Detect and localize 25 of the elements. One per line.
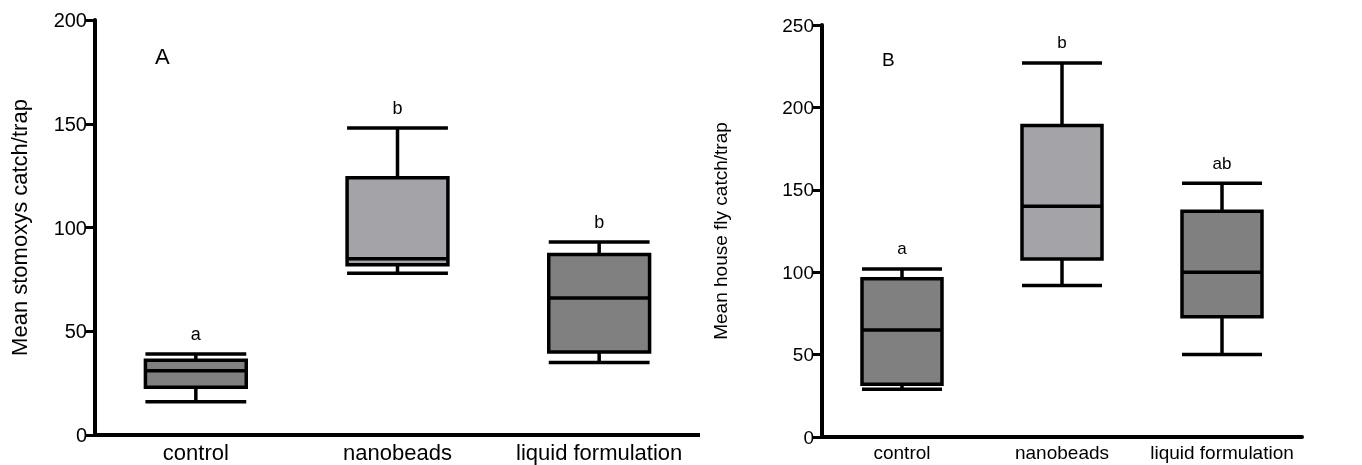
annotation: A (155, 43, 170, 69)
annotation: a (897, 239, 908, 259)
annotation: b (1057, 33, 1067, 53)
y-tick-label: 200 (53, 9, 87, 31)
annotation: B (882, 49, 895, 70)
y-tick-label: 200 (782, 96, 814, 118)
annotation: ab (1212, 153, 1232, 173)
y-tick-label: 50 (64, 320, 87, 343)
x-tick-label: nanobeads (343, 439, 452, 465)
x-tick-label: liquid formulation (1150, 442, 1294, 463)
y-tick-label: 150 (782, 179, 814, 201)
x-tick-label: control (873, 442, 931, 463)
y-tick-label: 50 (792, 344, 814, 366)
y-tick-label: 250 (782, 14, 814, 36)
annotation: b (594, 212, 605, 233)
y-tick-label: 150 (53, 112, 87, 135)
x-tick-label: nanobeads (1014, 442, 1110, 463)
annotation: b (392, 97, 403, 118)
annotation: a (190, 324, 202, 345)
y-axis-title: Mean house fly catch/trap (710, 122, 731, 340)
y-axis-title: Mean stomoxys catch/trap (6, 99, 32, 356)
y-tick-label: 100 (782, 261, 814, 283)
y-tick-label: 100 (53, 216, 87, 239)
x-tick-label: liquid formulation (516, 439, 683, 465)
x-tick-label: control (162, 439, 229, 465)
